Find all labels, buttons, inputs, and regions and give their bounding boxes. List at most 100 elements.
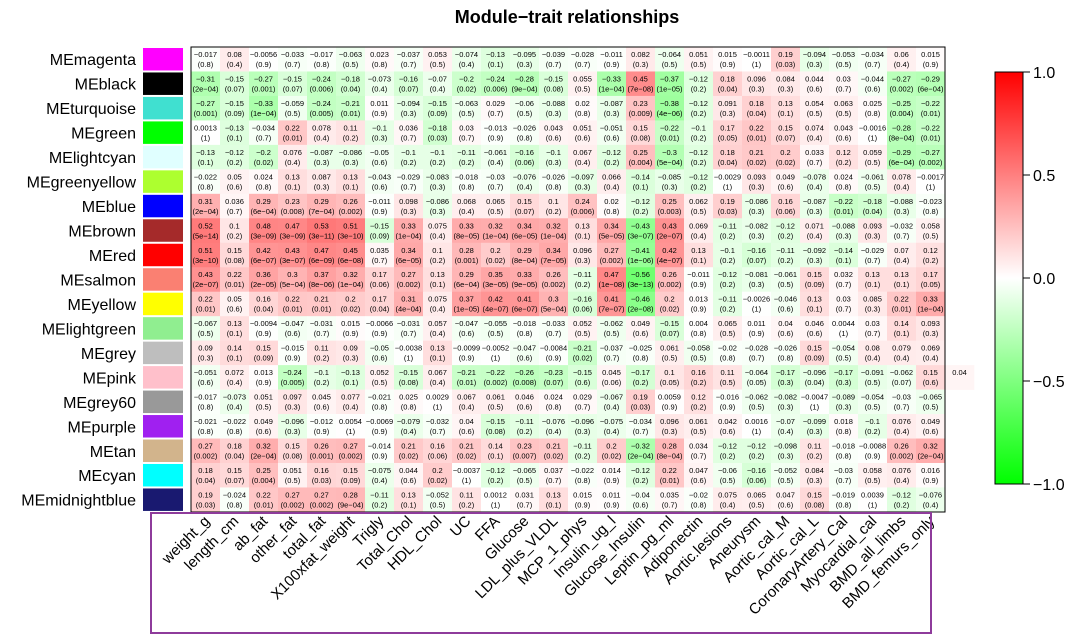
heatmap-cell bbox=[452, 438, 482, 464]
cell-correlation-label: −0.22 bbox=[921, 123, 940, 132]
heatmap-cell bbox=[510, 316, 540, 341]
cell-correlation-label: −0.11 bbox=[718, 295, 736, 304]
heatmap-cell bbox=[394, 340, 424, 366]
heatmap-cell bbox=[220, 340, 250, 366]
heatmap-cell bbox=[742, 316, 772, 341]
heatmap-cell bbox=[684, 316, 714, 341]
heatmap-cell bbox=[539, 462, 569, 488]
cell-correlation-label: 0.053 bbox=[428, 50, 447, 59]
heatmap-cell bbox=[713, 169, 743, 195]
cell-pvalue-label: (0.06) bbox=[747, 476, 767, 485]
cell-pvalue-label: (0.5) bbox=[372, 378, 388, 387]
cell-pvalue-label: (0.3) bbox=[865, 231, 881, 240]
cell-pvalue-label: (0.3) bbox=[662, 182, 678, 191]
cell-correlation-label: 0.48 bbox=[256, 221, 271, 230]
heatmap-cell bbox=[278, 218, 308, 244]
cell-correlation-label: −0.02 bbox=[689, 490, 708, 499]
heatmap-cell bbox=[278, 169, 308, 195]
cell-correlation-label: 0.18 bbox=[749, 99, 764, 108]
cell-correlation-label: 0.28 bbox=[459, 246, 474, 255]
cell-correlation-label: −0.094 bbox=[803, 50, 826, 59]
cell-correlation-label: 0.051 bbox=[689, 50, 708, 59]
cell-correlation-label: 0.0013 bbox=[194, 123, 217, 132]
row-label: MEtan bbox=[90, 444, 136, 461]
cell-pvalue-label: (0.01) bbox=[225, 280, 245, 289]
cell-correlation-label: −0.12 bbox=[689, 148, 708, 157]
cell-correlation-label: 0.1 bbox=[432, 246, 442, 255]
cell-pvalue-label: (0.6) bbox=[836, 133, 852, 142]
heatmap-cell bbox=[858, 340, 888, 366]
cell-pvalue-label: (0.4) bbox=[430, 305, 446, 314]
cell-pvalue-label: (0.02) bbox=[747, 158, 767, 167]
cell-pvalue-label: (0.08) bbox=[283, 452, 303, 461]
heatmap-cell bbox=[655, 438, 685, 464]
heatmap-cell bbox=[452, 414, 482, 439]
heatmap-cell bbox=[742, 218, 772, 244]
heatmap-cell bbox=[336, 291, 366, 317]
cell-correlation-label: −0.12 bbox=[631, 466, 650, 475]
cell-pvalue-label: (0.9) bbox=[604, 476, 620, 485]
cell-pvalue-label: (0.4) bbox=[343, 403, 359, 412]
cell-correlation-label: 0.02 bbox=[604, 197, 619, 206]
cell-correlation-label: −0.054 bbox=[861, 393, 884, 402]
cell-correlation-label: −0.15 bbox=[225, 74, 244, 83]
column-labels-frame bbox=[150, 512, 932, 634]
cell-correlation-label: −0.0016 bbox=[859, 123, 886, 132]
cell-pvalue-label: (0.5) bbox=[749, 403, 765, 412]
heatmap-cell bbox=[916, 144, 946, 170]
heatmap-cell bbox=[597, 144, 627, 170]
heatmap-cell bbox=[800, 365, 830, 390]
cell-correlation-label: −0.0047 bbox=[801, 393, 828, 402]
heatmap-cell bbox=[771, 316, 801, 341]
heatmap-cell bbox=[829, 462, 859, 488]
cell-pvalue-label: (0.5) bbox=[865, 403, 881, 412]
cell-correlation-label: 0.12 bbox=[836, 148, 851, 157]
heatmap-cell bbox=[423, 120, 453, 146]
heatmap-cell bbox=[365, 291, 395, 317]
cell-correlation-label: −0.091 bbox=[861, 368, 884, 377]
row-color-swatch bbox=[143, 463, 183, 487]
heatmap-cell bbox=[191, 438, 221, 464]
heatmap-cell bbox=[771, 267, 801, 292]
row-color-swatch bbox=[143, 390, 183, 414]
cell-correlation-label: 0.061 bbox=[689, 417, 708, 426]
cell-pvalue-label: (0.01) bbox=[341, 109, 361, 118]
heatmap-cell bbox=[191, 193, 221, 219]
cell-pvalue-label: (0.3) bbox=[865, 305, 881, 314]
cell-correlation-label: 0.13 bbox=[285, 172, 300, 181]
cell-pvalue-label: (0.8) bbox=[836, 500, 852, 509]
heatmap-cell bbox=[858, 365, 888, 390]
cell-correlation-label: 0.13 bbox=[691, 246, 706, 255]
heatmap-cell bbox=[916, 47, 946, 72]
heatmap-cell bbox=[742, 71, 772, 97]
cell-pvalue-label: (0.8) bbox=[546, 182, 562, 191]
heatmap-cell bbox=[423, 291, 453, 317]
heatmap-cell bbox=[249, 169, 279, 195]
cell-correlation-label: −0.052 bbox=[774, 466, 797, 475]
cell-correlation-label: −0.21 bbox=[573, 344, 592, 353]
cell-pvalue-label: (0.2) bbox=[691, 403, 707, 412]
heatmap-cell bbox=[278, 267, 308, 292]
cell-correlation-label: −0.12 bbox=[486, 466, 505, 475]
heatmap-cell bbox=[336, 242, 366, 268]
cell-correlation-label: −0.25 bbox=[892, 99, 911, 108]
cell-correlation-label: −0.083 bbox=[426, 172, 449, 181]
cell-correlation-label: −0.076 bbox=[513, 172, 536, 181]
heatmap-cell bbox=[510, 169, 540, 195]
cell-pvalue-label: (0.4) bbox=[778, 427, 794, 436]
cell-correlation-label: −0.073 bbox=[368, 74, 391, 83]
cell-correlation-label: −0.047 bbox=[281, 319, 304, 328]
cell-pvalue-label: (0.04) bbox=[370, 305, 390, 314]
heatmap-cell bbox=[220, 365, 250, 390]
cell-correlation-label: −0.026 bbox=[774, 344, 797, 353]
cell-pvalue-label: (0.8) bbox=[575, 109, 591, 118]
cell-correlation-label: 0.34 bbox=[401, 246, 416, 255]
cell-pvalue-label: (0.08) bbox=[544, 84, 564, 93]
cell-pvalue-label: (0.2) bbox=[778, 256, 794, 265]
cell-correlation-label: 0.036 bbox=[399, 123, 418, 132]
heatmap-cell bbox=[481, 340, 511, 366]
cell-correlation-label: −0.0094 bbox=[250, 319, 277, 328]
cell-pvalue-label: (0.7) bbox=[517, 500, 533, 509]
heatmap-cell bbox=[394, 487, 424, 513]
cell-pvalue-label: (0.1) bbox=[401, 500, 417, 509]
